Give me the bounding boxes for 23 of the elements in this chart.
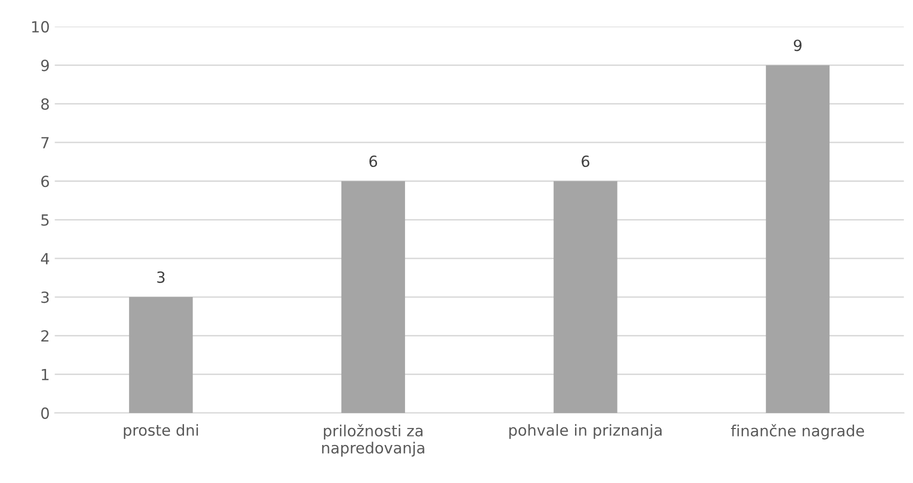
y-tick-label: 5 [41,214,49,226]
y-tick-label: 7 [41,137,49,148]
x-tick-label: proste dni [124,424,198,439]
x-tick-label: finančne nagrade [730,424,864,440]
data-label: 3 [157,271,165,283]
bar [129,297,193,413]
y-tick-label: 8 [41,98,49,110]
y-tick-label: 4 [40,253,50,264]
y-tick-label: 0 [41,407,49,419]
x-tick-label: pohvale in priznanja [509,424,662,439]
bar [554,181,618,413]
data-label: 6 [369,156,378,168]
data-label: 6 [582,156,590,168]
x-tick-label: priložnosti za napredovanja [322,424,424,457]
bar [766,65,830,413]
y-tick-label: 3 [41,292,49,304]
y-tick-label: 10 [32,21,49,33]
y-tick-label: 9 [41,60,49,72]
data-label: 9 [794,40,802,52]
y-tick-label: 2 [41,330,48,342]
y-tick-label: 1 [42,368,49,380]
bar [341,181,406,413]
y-tick-label: 6 [41,176,49,188]
